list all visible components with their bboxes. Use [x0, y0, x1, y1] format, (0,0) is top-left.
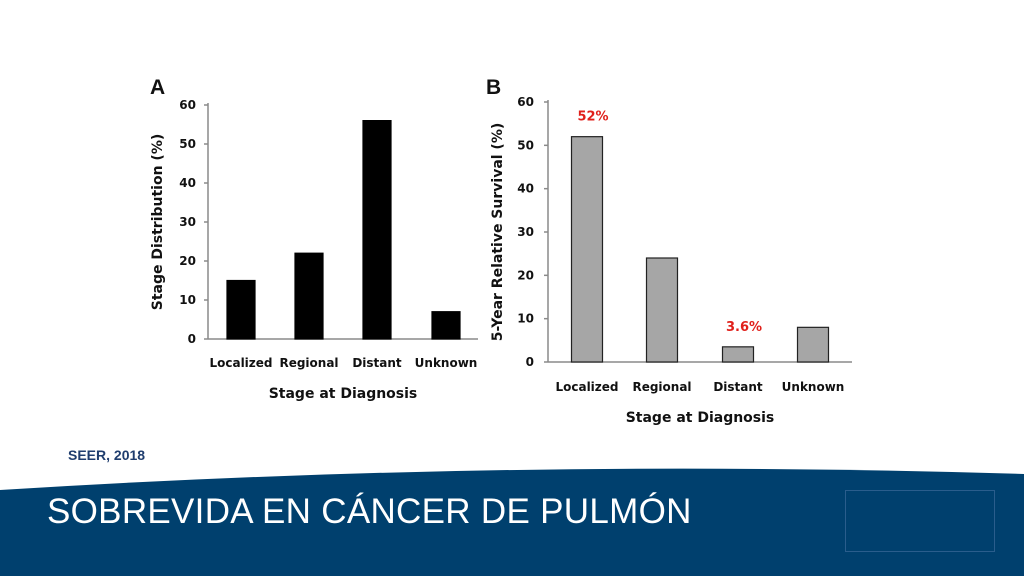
data-label-localized: 52%: [577, 110, 608, 125]
bar-distant: [721, 346, 755, 363]
x-tick-label: Distant: [352, 356, 402, 370]
panel-letter-b: B: [486, 76, 501, 99]
y-tick-label: 10: [179, 293, 196, 307]
bar-regional: [294, 252, 324, 340]
footer-band-shape: [0, 468, 1024, 576]
x-tick-label: Localized: [209, 356, 272, 370]
x-axis-title: Stage at Diagnosis: [626, 410, 775, 426]
y-tick-label: 0: [188, 332, 196, 346]
y-tick-label: 50: [179, 137, 196, 151]
x-tick-label: Unknown: [782, 380, 845, 394]
y-tick-label: 40: [517, 182, 534, 196]
slide-title: SOBREVIDA EN CÁNCER DE PULMÓN: [47, 492, 692, 531]
footer-band: [0, 468, 1024, 576]
bar-distant: [362, 119, 392, 340]
x-tick-label: Unknown: [415, 356, 478, 370]
footer-placeholder-box: [845, 490, 995, 552]
bar-regional: [645, 257, 679, 363]
y-tick-label: 60: [179, 98, 196, 112]
panel-letter-a: A: [150, 76, 165, 99]
bar-localized: [226, 279, 256, 340]
source-citation: SEER, 2018: [68, 447, 146, 463]
y-tick-label: 0: [526, 355, 534, 369]
y-tick-label: 20: [179, 254, 196, 268]
x-axis-title: Stage at Diagnosis: [269, 386, 418, 402]
y-tick-label: 20: [517, 268, 534, 282]
y-tick-label: 30: [517, 225, 534, 239]
y-axis-title: 5-Year Relative Survival (%): [490, 123, 506, 342]
x-tick-label: Regional: [632, 380, 691, 394]
bar-unknown: [796, 326, 830, 363]
y-axis-title: Stage Distribution (%): [150, 134, 166, 311]
y-tick-label: 50: [517, 138, 534, 152]
x-tick-label: Regional: [279, 356, 338, 370]
data-label-distant: 3.6%: [726, 320, 762, 335]
bar-localized: [570, 136, 604, 363]
y-tick-label: 40: [179, 176, 196, 190]
y-tick-label: 30: [179, 215, 196, 229]
y-tick-label: 60: [517, 95, 534, 109]
y-tick-label: 10: [517, 312, 534, 326]
bar-unknown: [431, 311, 461, 340]
x-tick-label: Localized: [555, 380, 618, 394]
x-tick-label: Distant: [713, 380, 763, 394]
